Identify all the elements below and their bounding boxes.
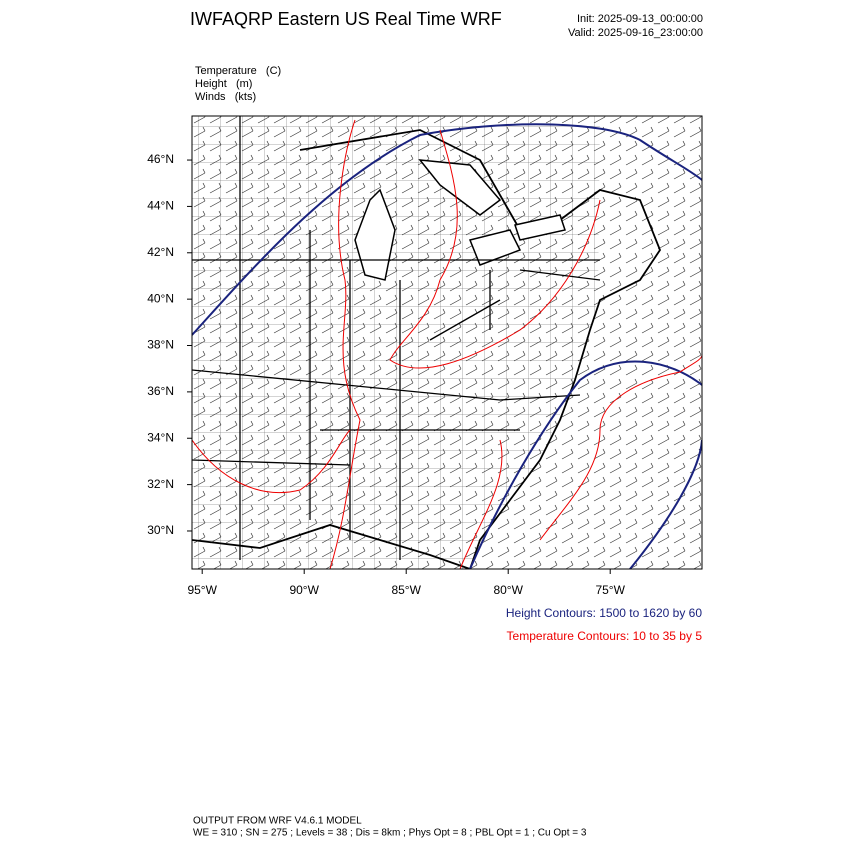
title: IWFAQRP Eastern US Real Time WRF (190, 9, 502, 29)
map-frame (191, 115, 703, 570)
field-label: Temperature (C) (195, 65, 281, 77)
coastline (192, 129, 662, 569)
y-tick-label: 44°N (147, 199, 174, 213)
valid-time: Valid: 2025-09-16_23:00:00 (568, 27, 703, 39)
temperature-contour (389, 129, 601, 369)
temperature-contour (539, 354, 702, 541)
footer-line: OUTPUT FROM WRF V4.6.1 MODEL (193, 816, 362, 827)
temperature-contour (329, 119, 361, 569)
temperature-contour (192, 429, 351, 494)
y-tick-label: 30°N (147, 523, 174, 537)
x-tick-label: 95°W (187, 583, 217, 597)
init-time: Init: 2025-09-13_00:00:00 (577, 13, 703, 25)
y-tick-label: 46°N (147, 152, 174, 166)
wind-barbs (192, 116, 702, 569)
map-content (192, 116, 702, 569)
height-legend: Height Contours: 1500 to 1620 by 60 (506, 606, 702, 620)
y-tick-label: 34°N (147, 430, 174, 444)
height-contour (469, 360, 702, 569)
great-lakes (354, 159, 566, 281)
height-contour (192, 123, 702, 336)
height-contour (629, 439, 702, 569)
x-tick-label: 80°W (493, 583, 523, 597)
x-tick-label: 75°W (595, 583, 625, 597)
y-tick-label: 40°N (147, 291, 174, 305)
y-tick-label: 42°N (147, 245, 174, 259)
y-tick-label: 36°N (147, 384, 174, 398)
footer-line: WE = 310 ; SN = 275 ; Levels = 38 ; Dis … (193, 828, 587, 839)
temperature-legend: Temperature Contours: 10 to 35 by 5 (507, 629, 703, 643)
x-tick-label: 90°W (289, 583, 319, 597)
x-tick-label: 85°W (391, 583, 421, 597)
y-tick-label: 38°N (147, 338, 174, 352)
state-borders (192, 116, 601, 560)
y-tick-label: 32°N (147, 477, 174, 491)
temperature-contour (459, 439, 503, 569)
field-label: Winds (kts) (195, 91, 256, 103)
field-label: Height (m) (195, 78, 252, 90)
